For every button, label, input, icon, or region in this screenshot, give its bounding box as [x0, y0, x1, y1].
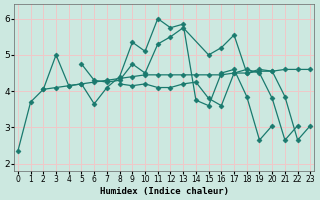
X-axis label: Humidex (Indice chaleur): Humidex (Indice chaleur) — [100, 187, 228, 196]
